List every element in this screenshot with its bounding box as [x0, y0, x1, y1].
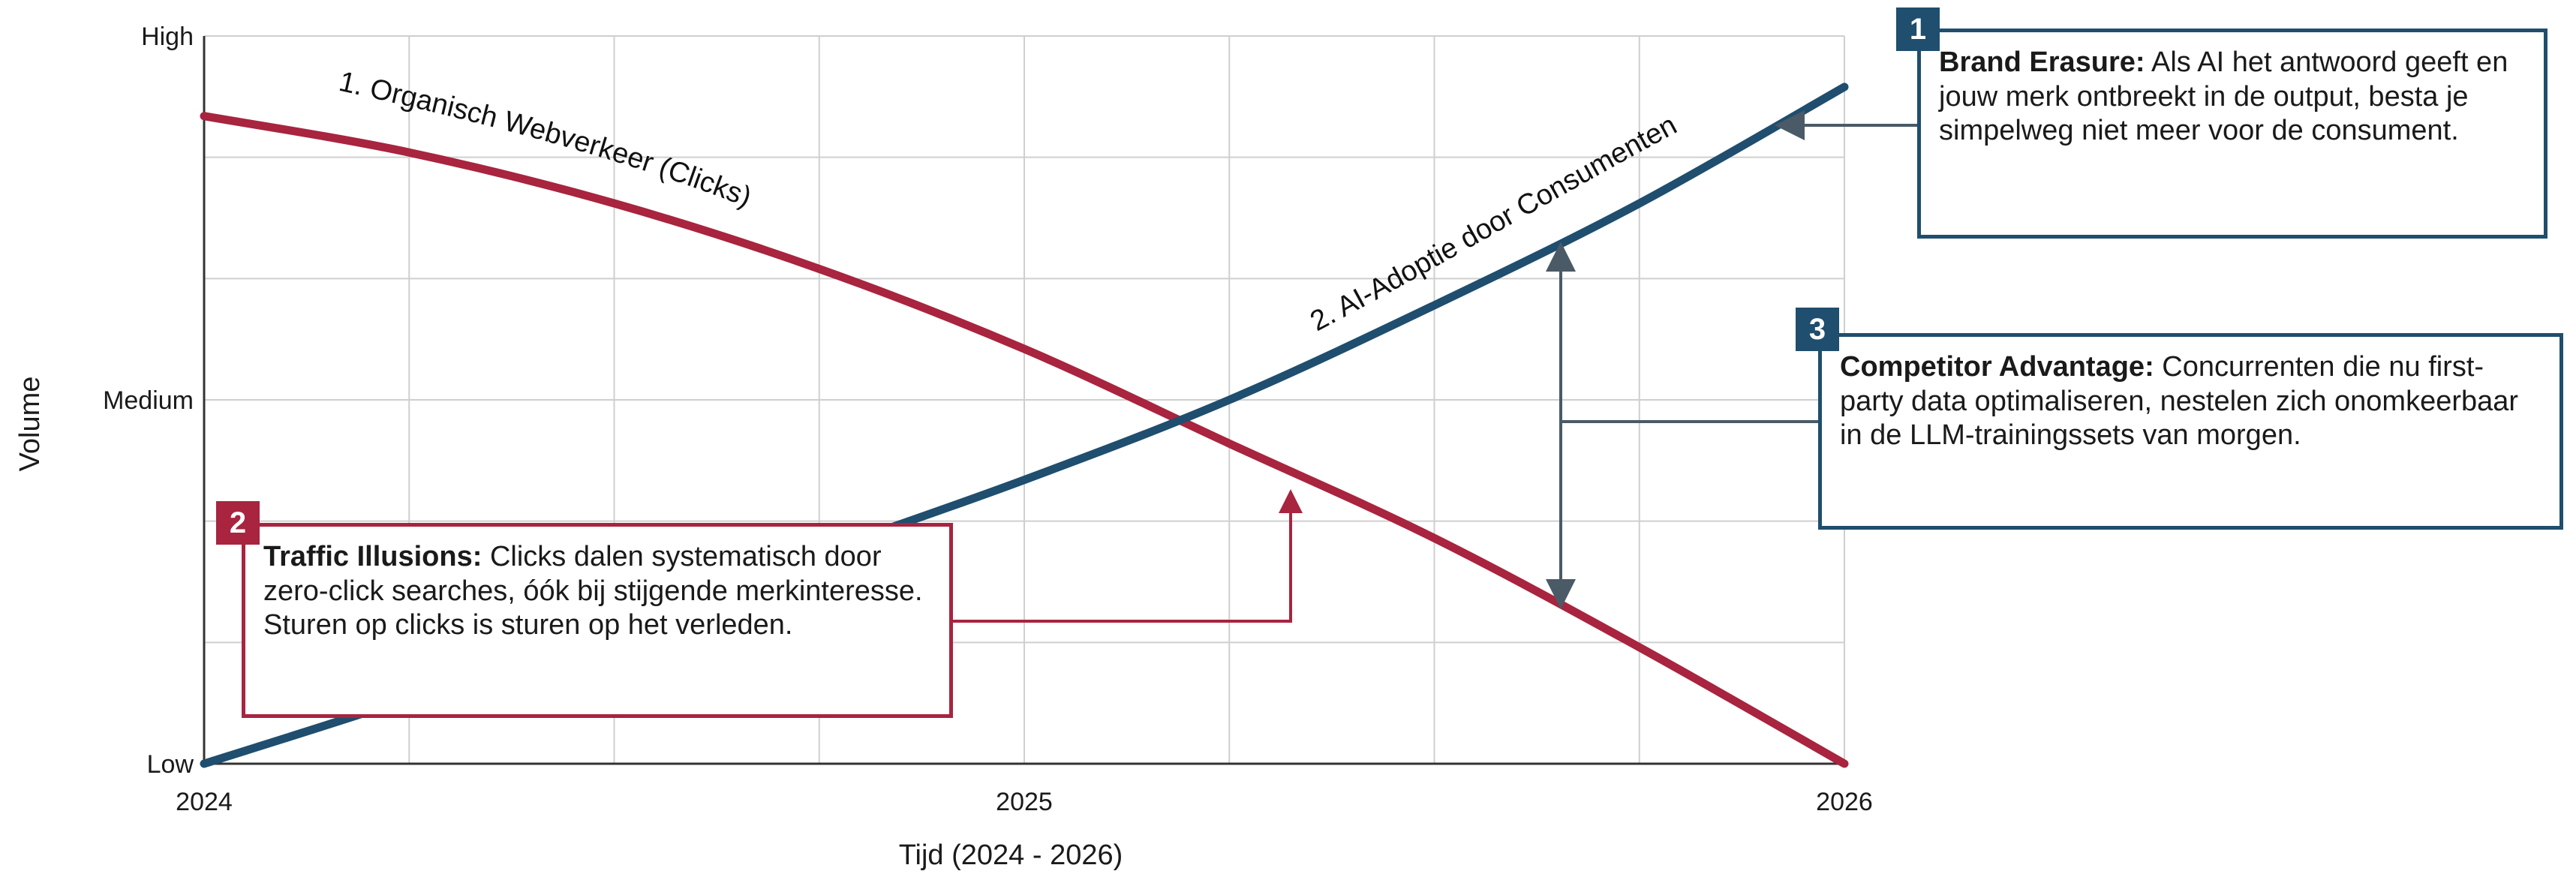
callout-1-badge: 1: [1896, 8, 1940, 51]
callout-2-heading: Traffic Illusions:: [263, 541, 482, 572]
callout-2-badge: 2: [216, 501, 260, 545]
series-label-organic: 1. Organisch Webverkeer (Clicks): [336, 66, 756, 214]
callout-3-badge: 3: [1796, 308, 1839, 351]
x-tick-label: 2025: [996, 788, 1053, 816]
series-label-organic-text: 1. Organisch Webverkeer (Clicks): [336, 66, 756, 214]
series-line-organic-traffic: [200, 112, 1849, 768]
x-axis-title: Tijd (2024 - 2026): [899, 839, 1123, 871]
callout-2-text: Clicks dalen systematisch door zero-clic…: [263, 541, 923, 641]
callout-1-box: Brand Erasure: Als AI het antwoord geeft…: [1917, 29, 2547, 239]
callout-2-arrow: [953, 489, 1303, 623]
callout-1-heading: Brand Erasure:: [1939, 47, 2145, 78]
callout-1-text: Als AI het antwoord geeft en jouw merk o…: [1939, 47, 2508, 147]
series-label-ai: 2. AI-Adoptie door Consumenten: [1306, 110, 1682, 338]
callout-3-box: Competitor Advantage: Concurrenten die n…: [1818, 333, 2563, 530]
tick-labels: 2024 2025 2026 Low Medium High: [103, 23, 1873, 816]
y-tick-label: High: [141, 23, 194, 51]
y-tick-label: Low: [147, 750, 194, 779]
x-tick-label: 2024: [176, 788, 233, 816]
y-axis-title: Volume: [14, 377, 46, 472]
axes: [203, 36, 1844, 765]
callout-3-text: Concurrenten die nu first-party data opt…: [1840, 351, 2519, 452]
callout-3-heading: Competitor Advantage:: [1840, 351, 2154, 383]
callout-2-box: Traffic Illusions: Clicks dalen systemat…: [242, 523, 953, 718]
x-tick-label: 2026: [1816, 788, 1873, 816]
series-label-ai-text: 2. AI-Adoptie door Consumenten: [1306, 110, 1682, 338]
y-tick-label: Medium: [103, 386, 194, 415]
